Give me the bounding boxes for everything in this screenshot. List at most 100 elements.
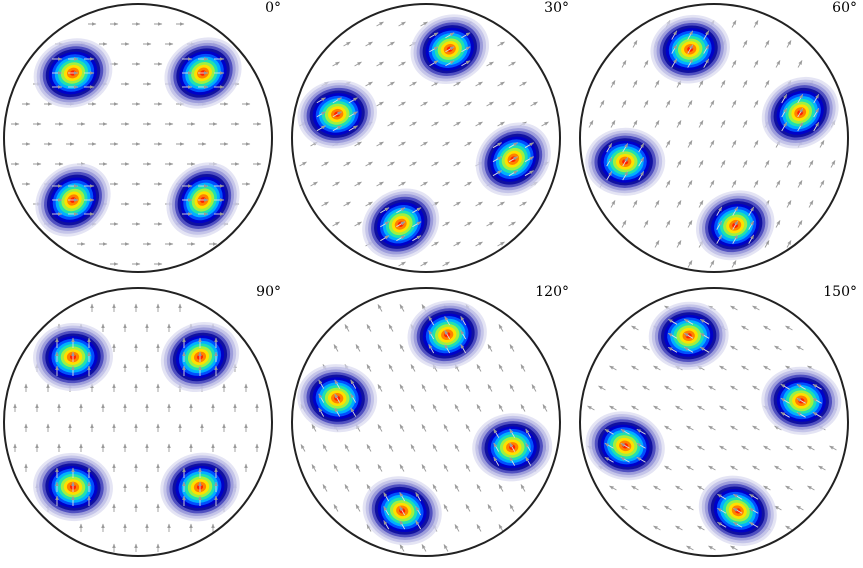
field-arrow (493, 428, 500, 438)
field-arrow (709, 100, 715, 108)
field-arrow (355, 504, 361, 512)
field-arrow (409, 121, 417, 127)
field-arrow (365, 201, 373, 207)
field-arrow (609, 365, 617, 371)
field-arrow (697, 525, 705, 531)
field-arrow (508, 101, 516, 107)
field-arrow (445, 60, 455, 67)
field-arrow (687, 58, 694, 68)
field-arrow (683, 318, 694, 325)
field-arrow (431, 161, 439, 167)
field-arrow (322, 444, 328, 452)
field-arrow (717, 493, 727, 500)
field-arrow (686, 465, 694, 471)
field-arrow (519, 201, 527, 207)
field-arrow (398, 101, 406, 107)
field-arrow (708, 465, 716, 471)
field-arrow (344, 484, 350, 492)
field-arrow (785, 525, 793, 531)
field-arrow (398, 141, 406, 147)
field-arrow (428, 343, 435, 354)
field-arrow (475, 81, 483, 87)
field-arrow (638, 143, 645, 153)
field-arrow (609, 405, 617, 411)
field-arrow (492, 142, 503, 149)
field-arrow (749, 493, 759, 500)
field-arrow (396, 235, 406, 242)
field-arrow (698, 120, 704, 128)
pole-figure-boundary (3, 287, 273, 557)
field-arrow (461, 46, 471, 53)
rotation-label: 150° (823, 284, 857, 300)
field-arrow (687, 180, 693, 188)
field-arrow (525, 442, 532, 452)
field-arrow (348, 125, 358, 132)
field-arrow (699, 346, 710, 353)
field-arrow (709, 260, 715, 268)
field-arrow (476, 524, 482, 532)
field-arrow (741, 365, 749, 371)
field-arrow (733, 493, 743, 500)
field-arrow (687, 30, 694, 40)
field-arrow (333, 464, 339, 472)
field-arrow (464, 221, 472, 227)
field-arrow (380, 221, 390, 228)
field-arrow (350, 407, 357, 417)
field-arrow (486, 61, 494, 67)
field-arrow (812, 397, 822, 404)
field-arrow (763, 365, 771, 371)
field-arrow (399, 344, 405, 352)
field-arrow (498, 364, 504, 372)
field-arrow (631, 325, 639, 331)
field-arrow (509, 384, 515, 392)
field-arrow (376, 141, 384, 147)
field-arrow (525, 428, 532, 438)
field-arrow (653, 405, 661, 411)
field-arrow (398, 261, 406, 267)
field-arrow (638, 157, 645, 167)
pole-figure-panel-0: 0° (0, 0, 287, 284)
field-arrow (318, 379, 325, 389)
field-arrow (665, 140, 671, 148)
field-arrow (643, 60, 649, 68)
field-arrow (797, 121, 804, 132)
field-arrow (376, 101, 384, 107)
field-arrow (732, 206, 739, 216)
field-arrow (631, 485, 639, 491)
field-arrow (720, 80, 726, 88)
field-arrow (796, 505, 804, 511)
field-arrow (749, 507, 759, 514)
field-arrow (797, 180, 803, 188)
field-arrow (775, 220, 781, 228)
field-arrow (812, 383, 822, 390)
pole-figure-plot (3, 3, 273, 273)
field-arrow (334, 379, 341, 389)
field-arrow (355, 464, 361, 472)
field-arrow (621, 220, 627, 228)
field-arrow (780, 383, 790, 390)
field-arrow (316, 97, 326, 104)
field-arrow (664, 385, 672, 391)
field-arrow (796, 383, 806, 390)
field-arrow (654, 240, 660, 248)
field-arrow (442, 221, 450, 227)
field-arrow (819, 180, 825, 188)
field-arrow (610, 80, 616, 88)
field-arrow (321, 201, 329, 207)
pole-figure-plot (3, 287, 273, 557)
field-arrow (697, 405, 705, 411)
field-arrow (671, 58, 678, 68)
field-arrow (785, 485, 793, 491)
field-arrow (376, 181, 384, 187)
field-arrow (671, 30, 678, 40)
pole-figure-boundary (291, 3, 561, 273)
field-arrow (388, 404, 394, 412)
field-arrow (643, 220, 649, 228)
field-arrow (664, 425, 672, 431)
field-arrow (453, 121, 461, 127)
field-arrow (322, 484, 328, 492)
field-arrow (610, 200, 616, 208)
field-arrow (763, 325, 771, 331)
field-arrow (399, 520, 406, 530)
field-arrow (415, 492, 422, 502)
